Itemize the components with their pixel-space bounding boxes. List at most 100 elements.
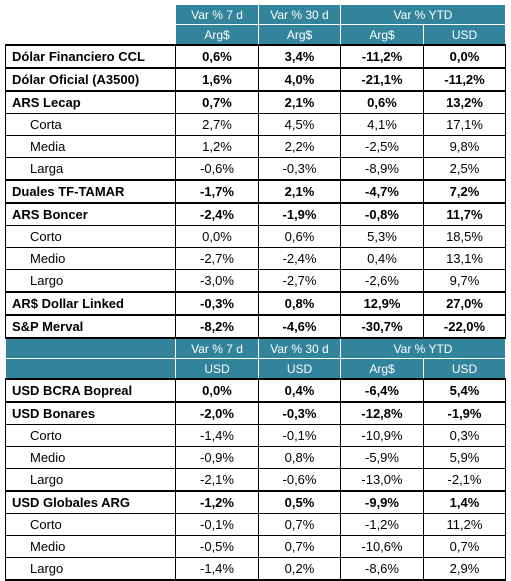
value-cell: 0,7%	[258, 535, 341, 558]
value-cell: -11,2%	[340, 44, 424, 68]
table-row: Duales TF-TAMAR -1,7% 2,1% -4,7% 7,2%	[5, 179, 506, 203]
period-header: Var % 30 d	[258, 5, 341, 25]
value-cell: 11,7%	[423, 202, 506, 226]
value-cell: 0,7%	[175, 90, 259, 114]
value-cell: -2,4%	[175, 202, 259, 226]
value-cell: 5,4%	[423, 378, 506, 402]
row-label: Corto	[5, 225, 176, 248]
value-cell: -22,0%	[423, 314, 506, 339]
value-cell: 5,9%	[423, 446, 506, 469]
row-label: Larga	[5, 157, 176, 180]
value-cell: -5,9%	[340, 446, 424, 469]
value-cell: -9,9%	[340, 490, 424, 514]
row-label: USD BCRA Bopreal	[5, 378, 176, 402]
value-cell: 0,8%	[258, 446, 341, 469]
value-cell: 18,5%	[423, 225, 506, 248]
value-cell: -0,3%	[258, 157, 341, 180]
table-row: ARS Boncer -2,4% -1,9% -0,8% 11,7%	[5, 202, 506, 226]
row-label: Largo	[5, 269, 176, 292]
table-row: Corto 0,0% 0,6% 5,3% 18,5%	[5, 225, 506, 248]
value-cell: 0,8%	[258, 291, 341, 315]
table-row: Largo -2,1% -0,6% -13,0% -2,1%	[5, 468, 506, 491]
value-cell: 0,4%	[340, 247, 424, 270]
value-cell: 0,6%	[258, 225, 341, 248]
row-label: Dólar Oficial (A3500)	[5, 67, 176, 91]
table-row: Largo -3,0% -2,7% -2,6% 9,7%	[5, 269, 506, 292]
value-cell: -2,7%	[258, 269, 341, 292]
value-cell: -0,1%	[258, 424, 341, 447]
value-cell: 12,9%	[340, 291, 424, 315]
row-label: Corta	[5, 113, 176, 136]
value-cell: -2,6%	[340, 269, 424, 292]
value-cell: -1,4%	[175, 557, 259, 581]
period-header: Var % YTD	[340, 5, 506, 25]
value-cell: -1,7%	[175, 179, 259, 203]
currency-header: Arg$	[340, 24, 424, 46]
row-label: Medio	[5, 535, 176, 558]
value-cell: 9,7%	[423, 269, 506, 292]
table-row: USD BCRA Bopreal 0,0% 0,4% -6,4% 5,4%	[5, 378, 506, 402]
currency-header: USD	[258, 358, 341, 380]
currency-header: Arg$	[258, 24, 341, 46]
value-cell: 9,8%	[423, 135, 506, 158]
value-cell: 0,7%	[423, 535, 506, 558]
header-cell	[5, 338, 176, 359]
value-cell: 0,5%	[258, 490, 341, 514]
value-cell: -8,6%	[340, 557, 424, 581]
value-cell: -1,9%	[258, 202, 341, 226]
value-cell: 2,7%	[175, 113, 259, 136]
currency-header: USD	[423, 24, 506, 46]
table-row: Media 1,2% 2,2% -2,5% 9,8%	[5, 135, 506, 158]
value-cell: 4,5%	[258, 113, 341, 136]
value-cell: 0,0%	[423, 44, 506, 68]
period-header: Var % YTD	[340, 338, 506, 359]
table-row: Larga -0,6% -0,3% -8,9% 2,5%	[5, 157, 506, 180]
header-cell	[5, 5, 176, 25]
value-cell: -21,1%	[340, 67, 424, 91]
currency-header: USD	[423, 358, 506, 380]
period-header: Var % 7 d	[175, 5, 259, 25]
value-cell: -10,6%	[340, 535, 424, 558]
value-cell: 2,5%	[423, 157, 506, 180]
value-cell: -2,7%	[175, 247, 259, 270]
value-cell: -2,5%	[340, 135, 424, 158]
value-cell: 11,2%	[423, 513, 506, 536]
value-cell: -0,6%	[175, 157, 259, 180]
row-label: ARS Boncer	[5, 202, 176, 226]
value-cell: -4,6%	[258, 314, 341, 339]
returns-table: Var % 7 d Var % 30 d Var % YTD Arg$ Arg$ Arg$…	[5, 5, 506, 581]
value-cell: 3,4%	[258, 44, 341, 68]
value-cell: -0,9%	[175, 446, 259, 469]
row-label: Medio	[5, 247, 176, 270]
row-label: USD Bonares	[5, 401, 176, 425]
value-cell: 0,3%	[423, 424, 506, 447]
value-cell: 0,2%	[258, 557, 341, 581]
table-row: S&P Merval -8,2% -4,6% -30,7% -22,0%	[5, 314, 506, 339]
value-cell: 13,1%	[423, 247, 506, 270]
table-row: AR$ Dollar Linked -0,3% 0,8% 12,9% 27,0%	[5, 291, 506, 315]
value-cell: 0,7%	[258, 513, 341, 536]
row-label: Corto	[5, 513, 176, 536]
value-cell: -6,4%	[340, 378, 424, 402]
value-cell: -8,2%	[175, 314, 259, 339]
value-cell: 27,0%	[423, 291, 506, 315]
value-cell: -0,1%	[175, 513, 259, 536]
value-cell: -0,3%	[175, 291, 259, 315]
value-cell: 7,2%	[423, 179, 506, 203]
header-row: Arg$ Arg$ Arg$ USD	[5, 24, 506, 46]
table-row: Medio -2,7% -2,4% 0,4% 13,1%	[5, 247, 506, 270]
value-cell: 4,1%	[340, 113, 424, 136]
value-cell: -1,4%	[175, 424, 259, 447]
value-cell: -0,8%	[340, 202, 424, 226]
value-cell: -0,3%	[258, 401, 341, 425]
period-header: Var % 7 d	[175, 338, 259, 359]
table-row: Medio -0,5% 0,7% -10,6% 0,7%	[5, 535, 506, 558]
header-row: Var % 7 d Var % 30 d Var % YTD	[5, 338, 506, 359]
currency-header: Arg$	[175, 24, 259, 46]
value-cell: -10,9%	[340, 424, 424, 447]
table-row: Largo -1,4% 0,2% -8,6% 2,9%	[5, 557, 506, 581]
header-cell	[5, 24, 176, 45]
table-row: Corto -1,4% -0,1% -10,9% 0,3%	[5, 424, 506, 447]
value-cell: -11,2%	[423, 67, 506, 91]
